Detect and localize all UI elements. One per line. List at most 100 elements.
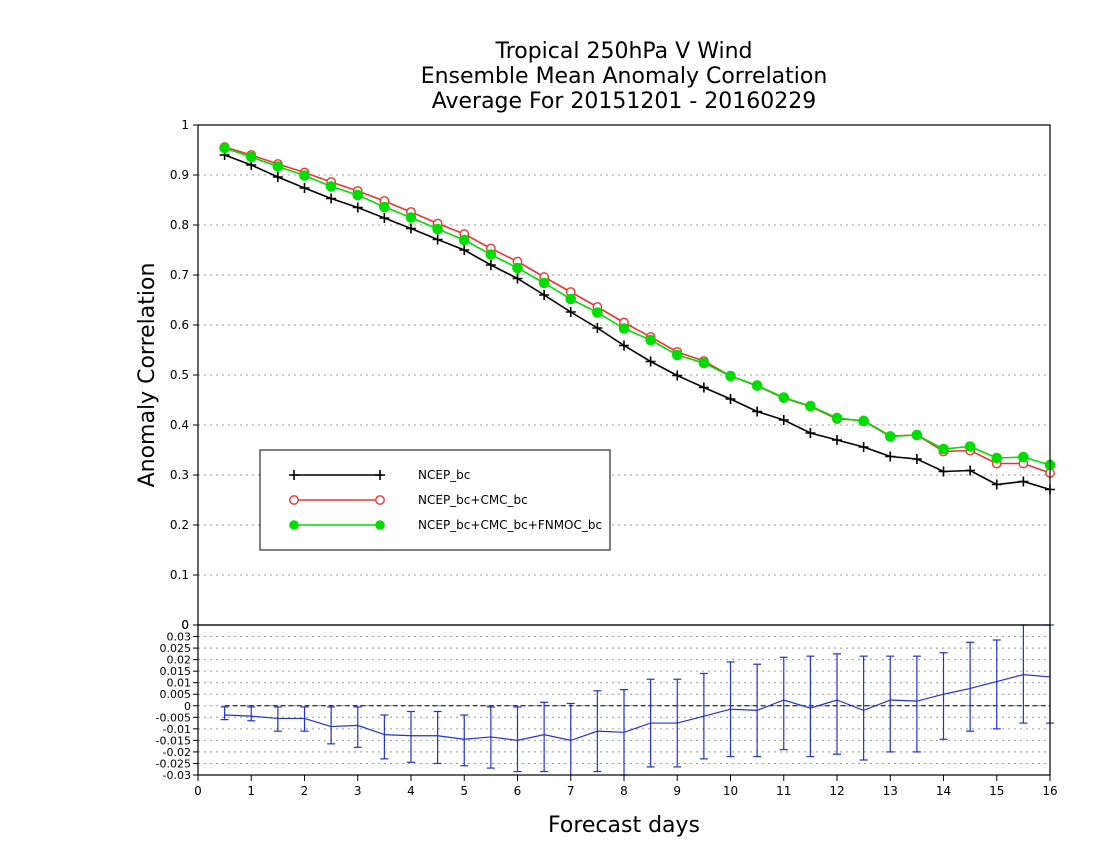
point-0-25	[885, 451, 896, 462]
xtick-label-16: 16	[1042, 784, 1057, 798]
point-0-5	[352, 202, 363, 213]
bottom-panel-y-ticks: -0.03-0.025-0.02-0.015-0.01-0.00500.0050…	[156, 618, 198, 782]
xtick-label-11: 11	[776, 784, 791, 798]
point-2-5	[352, 189, 364, 201]
ytick-label-top-1: 0.1	[170, 568, 189, 582]
point-0-8	[432, 234, 443, 245]
error-bar-23	[833, 653, 841, 755]
xtick-label-14: 14	[936, 784, 951, 798]
point-2-23	[831, 412, 843, 424]
ytick-label-bottom-5: -0.005	[156, 711, 191, 724]
ytick-label-bottom-11: 0.025	[160, 642, 192, 655]
point-0-10	[485, 260, 496, 270]
ytick-label-bottom-2: -0.02	[163, 746, 191, 759]
point-2-25	[884, 431, 896, 442]
error-bar-25	[886, 655, 895, 753]
point-2-4	[325, 181, 337, 192]
point-0-13	[565, 307, 576, 317]
legend-item-1: NCEP_bc+CMC_bc	[289, 493, 528, 507]
x-axis-ticks: 0 1 2 3 4 5 6 7 8 9 10 11 12 13 14 15 16	[194, 775, 1058, 798]
legend-marker-1-0	[289, 495, 299, 505]
xtick-label-9: 9	[673, 784, 681, 798]
series-0	[219, 150, 1055, 495]
legend-marker-0-1	[375, 470, 385, 480]
error-bar-7	[407, 710, 415, 763]
legend: NCEP_bc NCEP_bc+CMC_bc NCEP_bc+CMC_bc+FNMO…	[259, 449, 611, 551]
point-0-26	[911, 454, 922, 464]
error-bar-6	[380, 714, 389, 760]
point-0-27	[938, 466, 949, 477]
ytick-label-bottom-8: 0.01	[167, 677, 192, 690]
legend-label-1: NCEP_bc+CMC_bc	[418, 493, 528, 507]
ytick-label-top-3: 0.3	[170, 468, 189, 482]
xtick-label-15: 15	[989, 784, 1004, 798]
point-2-12	[538, 277, 550, 289]
xtick-label-7: 7	[567, 784, 575, 798]
point-2-18	[698, 357, 710, 369]
series-1	[219, 142, 1055, 478]
point-0-28	[965, 465, 976, 476]
point-0-18	[698, 382, 709, 393]
point-0-20	[752, 406, 763, 417]
ytick-label-bottom-9: 0.015	[160, 665, 192, 678]
point-2-29	[991, 452, 1003, 464]
point-0-21	[778, 415, 789, 425]
ytick-label-top-10: 1	[181, 118, 189, 132]
diff-series-0	[220, 624, 1054, 776]
point-2-14	[592, 307, 603, 318]
point-0-16	[645, 356, 656, 367]
ytick-label-top-9: 0.9	[170, 168, 189, 182]
error-bar-28	[966, 641, 975, 732]
y-axis-label: Anomaly Correlation	[135, 263, 160, 488]
point-2-9	[458, 234, 470, 246]
point-2-15	[618, 323, 630, 334]
bottom-panel-series	[220, 624, 1054, 776]
point-2-16	[645, 334, 656, 346]
legend-item-2: NCEP_bc+CMC_bc+FNMOC_bc	[289, 518, 602, 532]
point-0-2	[272, 172, 283, 182]
error-bar-0	[220, 706, 229, 721]
xtick-label-12: 12	[829, 784, 844, 798]
point-0-30	[1018, 476, 1029, 487]
error-bar-24	[859, 655, 868, 761]
point-2-0	[219, 142, 230, 154]
error-bar-11	[513, 706, 522, 773]
xtick-label-1: 1	[247, 784, 255, 798]
xtick-label-0: 0	[194, 784, 202, 798]
series-line-2	[224, 147, 1051, 466]
title-line-1: Tropical 250hPa V Wind	[494, 39, 752, 64]
ytick-label-bottom-1: -0.025	[156, 757, 191, 770]
ytick-label-bottom-6: 0	[184, 700, 191, 713]
xtick-label-13: 13	[883, 784, 898, 798]
error-bar-22	[806, 655, 815, 758]
ytick-label-top-2: 0.2	[170, 518, 189, 532]
point-2-27	[938, 443, 949, 455]
point-2-30	[1018, 451, 1029, 463]
xtick-label-2: 2	[301, 784, 309, 798]
legend-marker-0-0	[289, 470, 299, 480]
point-0-22	[805, 428, 816, 438]
ytick-label-bottom-0: -0.03	[163, 769, 191, 782]
point-2-10	[485, 249, 497, 260]
point-2-20	[751, 380, 763, 391]
point-2-8	[432, 223, 443, 235]
ytick-label-top-5: 0.5	[170, 368, 189, 382]
ytick-label-bottom-3: -0.015	[156, 734, 191, 747]
point-0-3	[299, 183, 310, 193]
point-0-12	[539, 290, 550, 300]
point-2-7	[405, 212, 417, 223]
legend-label-0: NCEP_bc	[418, 468, 470, 482]
point-0-19	[725, 394, 736, 404]
error-bar-27	[939, 652, 948, 740]
ytick-label-top-7: 0.7	[170, 268, 189, 282]
point-0-4	[326, 193, 337, 204]
point-0-24	[858, 442, 869, 452]
point-2-6	[379, 201, 390, 213]
point-2-19	[725, 370, 736, 382]
legend-items: NCEP_bc NCEP_bc+CMC_bc NCEP_bc+CMC_bc+FNMO…	[289, 468, 602, 532]
point-2-1	[245, 151, 257, 163]
error-bar-12	[540, 701, 549, 773]
legend-label-2: NCEP_bc+CMC_bc+FNMOC_bc	[418, 518, 602, 532]
point-0-15	[619, 340, 629, 351]
